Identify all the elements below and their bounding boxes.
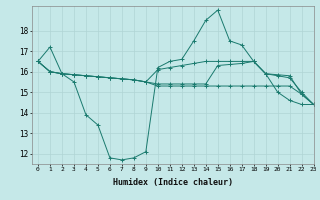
X-axis label: Humidex (Indice chaleur): Humidex (Indice chaleur) <box>113 178 233 187</box>
